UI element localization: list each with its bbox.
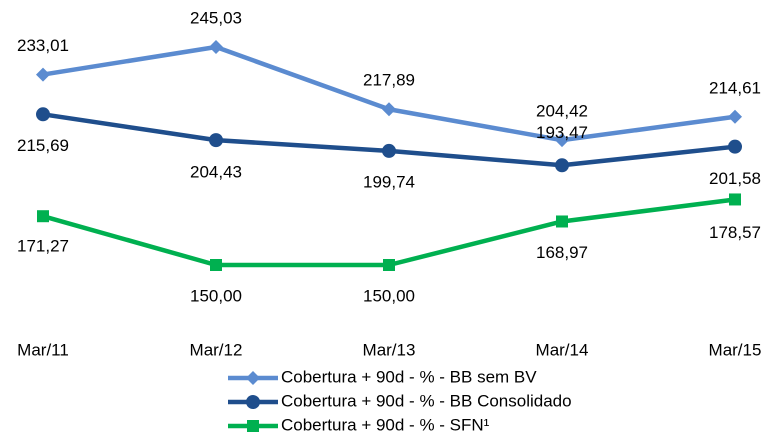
- data-label: 233,01: [17, 36, 69, 55]
- data-label: 150,00: [190, 286, 242, 305]
- data-label: 171,27: [17, 237, 69, 256]
- legend-label: Cobertura + 90d - % - BB Consolidado: [281, 391, 572, 410]
- point-marker: [210, 259, 222, 271]
- data-label: 201,58: [709, 169, 761, 188]
- point-marker: [36, 107, 50, 122]
- data-label: 150,00: [363, 286, 415, 305]
- data-label: 178,57: [709, 223, 761, 242]
- data-label: 215,69: [17, 136, 69, 155]
- point-marker: [382, 143, 396, 158]
- legend-marker: [246, 371, 260, 385]
- legend-marker: [247, 420, 259, 432]
- point-marker: [36, 67, 50, 82]
- data-label: 199,74: [363, 172, 415, 191]
- x-tick-label: Mar/14: [536, 340, 589, 359]
- legend-label: Cobertura + 90d - % - BB sem BV: [281, 367, 537, 386]
- legend-marker: [246, 395, 260, 409]
- data-label: 193,47: [536, 123, 588, 142]
- x-tick-label: Mar/15: [709, 340, 762, 359]
- data-label: 217,89: [363, 71, 415, 90]
- x-tick-label: Mar/11: [17, 340, 69, 359]
- point-marker: [555, 133, 569, 148]
- data-label: 168,97: [536, 243, 588, 262]
- point-marker: [383, 259, 395, 271]
- point-marker: [555, 158, 569, 173]
- point-marker: [37, 210, 49, 223]
- point-marker: [382, 102, 396, 117]
- series-line: [42, 197, 736, 268]
- series-line: [42, 44, 736, 143]
- data-label: 214,61: [709, 78, 761, 97]
- point-marker: [209, 40, 223, 54]
- legend-label: Cobertura + 90d - % - SFN¹: [281, 415, 490, 434]
- point-marker: [728, 139, 742, 154]
- data-label: 245,03: [190, 8, 242, 27]
- point-marker: [209, 133, 223, 148]
- point-marker: [556, 215, 568, 228]
- point-marker: [728, 109, 742, 124]
- data-label: 204,43: [190, 163, 242, 182]
- x-tick-label: Mar/12: [190, 340, 243, 359]
- x-tick-label: Mar/13: [363, 340, 416, 359]
- point-marker: [729, 193, 741, 206]
- data-label: 204,42: [536, 102, 588, 121]
